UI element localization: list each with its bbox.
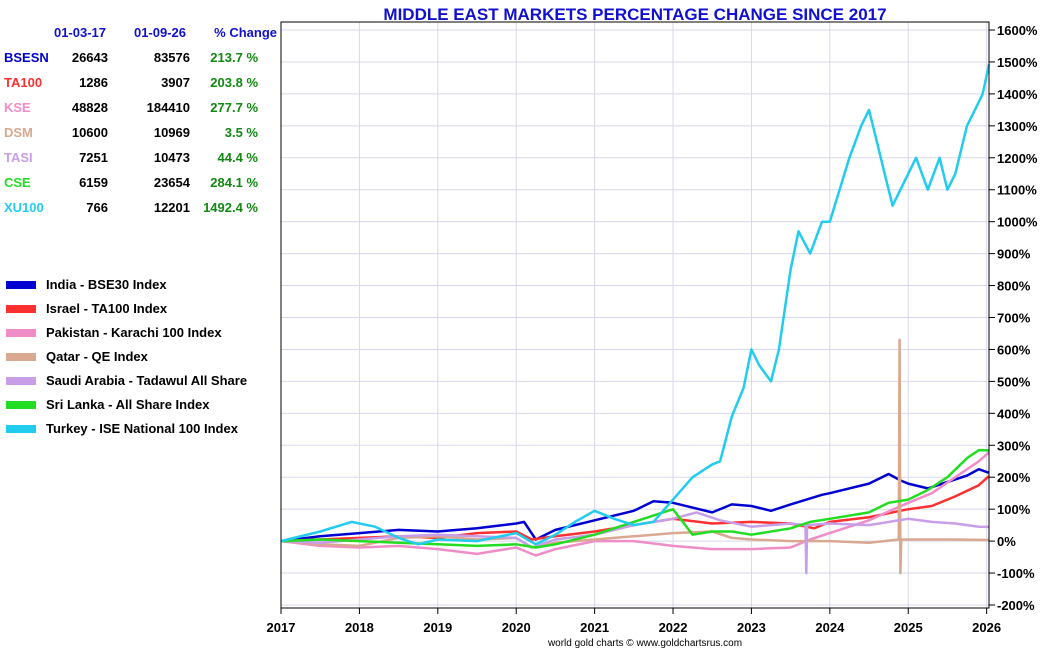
table-cell-code: CSE bbox=[4, 175, 31, 190]
table-cell-code: DSM bbox=[4, 125, 33, 140]
series-group bbox=[280, 64, 991, 575]
series-line-2 bbox=[280, 451, 990, 557]
table-cell-end: 23654 bbox=[154, 175, 191, 190]
y-tick-label: 0% bbox=[997, 534, 1016, 549]
x-tick-label: 2023 bbox=[737, 620, 766, 635]
y-tick-label: 600% bbox=[997, 342, 1031, 357]
table-cell-change: 44.4 % bbox=[218, 150, 259, 165]
x-tick-label: 2022 bbox=[659, 620, 688, 635]
y-axis: 1600% 1500% 1400% 1300% 1200% 1100% 1000% 900% 8… bbox=[989, 23, 1038, 613]
series-line-0 bbox=[280, 467, 990, 543]
legend: India - BSE30 Index Israel - TA100 Index P… bbox=[6, 277, 247, 436]
x-tick-label: 2020 bbox=[502, 620, 531, 635]
legend-swatch bbox=[6, 425, 36, 433]
table-cell-code: XU100 bbox=[4, 200, 44, 215]
y-tick-label: 900% bbox=[997, 247, 1031, 262]
table-cell-code: BSESN bbox=[4, 50, 49, 65]
plot-border bbox=[280, 21, 990, 609]
legend-label: Saudi Arabia - Tadawul All Share bbox=[46, 373, 247, 388]
y-tick-label: 1500% bbox=[997, 55, 1038, 70]
y-tick-label: 1000% bbox=[997, 215, 1038, 230]
table-cell-end: 3907 bbox=[161, 75, 190, 90]
y-tick-label: 200% bbox=[997, 470, 1031, 485]
y-tick-label: 1100% bbox=[997, 183, 1037, 198]
legend-swatch bbox=[6, 281, 36, 289]
y-tick-label: 1600% bbox=[997, 23, 1038, 38]
series-line-6 bbox=[280, 64, 991, 546]
chart-title: MIDDLE EAST MARKETS PERCENTAGE CHANGE SI… bbox=[383, 5, 886, 24]
legend-swatch bbox=[6, 353, 36, 361]
table-cell-start: 7251 bbox=[79, 150, 108, 165]
y-tick-label: -200% bbox=[997, 598, 1035, 613]
x-tick-label: 2024 bbox=[815, 620, 845, 635]
table-cell-end: 83576 bbox=[154, 50, 190, 65]
legend-label: Turkey - ISE National 100 Index bbox=[46, 421, 239, 436]
table-header: 01-03-17 bbox=[54, 25, 106, 40]
table-cell-change: 277.7 % bbox=[210, 100, 258, 115]
series-line-5 bbox=[280, 448, 990, 549]
y-tick-label: -100% bbox=[997, 566, 1035, 581]
legend-swatch bbox=[6, 377, 36, 385]
table-cell-end: 12201 bbox=[154, 200, 190, 215]
grid bbox=[280, 22, 989, 608]
table-cell-start: 26643 bbox=[72, 50, 108, 65]
table-cell-code: TA100 bbox=[4, 75, 42, 90]
y-tick-label: 1300% bbox=[997, 119, 1038, 134]
y-tick-label: 400% bbox=[997, 406, 1031, 421]
legend-swatch bbox=[6, 329, 36, 337]
x-tick-label: 2021 bbox=[580, 620, 609, 635]
table-cell-change: 213.7 % bbox=[210, 50, 258, 65]
table-header: % Change bbox=[214, 25, 277, 40]
y-tick-label: 700% bbox=[997, 311, 1031, 326]
x-tick-label: 2026 bbox=[972, 620, 1001, 635]
y-tick-label: 300% bbox=[997, 438, 1031, 453]
table-cell-code: KSE bbox=[4, 100, 31, 115]
table-cell-start: 10600 bbox=[72, 125, 108, 140]
series-line-4 bbox=[280, 511, 990, 575]
legend-label: Pakistan - Karachi 100 Index bbox=[46, 325, 222, 340]
table-cell-change: 1492.4 % bbox=[203, 200, 258, 215]
table-cell-code: TASI bbox=[4, 150, 33, 165]
table-cell-end: 10473 bbox=[154, 150, 190, 165]
legend-label: Israel - TA100 Index bbox=[46, 301, 168, 316]
legend-swatch bbox=[6, 401, 36, 409]
legend-label: Qatar - QE Index bbox=[46, 349, 149, 364]
table-cell-change: 3.5 % bbox=[225, 125, 259, 140]
table-header: 01-09-26 bbox=[134, 25, 186, 40]
table-cell-end: 184410 bbox=[147, 100, 190, 115]
legend-label: India - BSE30 Index bbox=[46, 277, 167, 292]
y-tick-label: 1400% bbox=[997, 87, 1038, 102]
y-tick-label: 1200% bbox=[997, 151, 1038, 166]
summary-table: 01-03-17 01-09-26 % Change BSESN 26643 83576 2… bbox=[4, 25, 277, 215]
table-cell-change: 203.8 % bbox=[210, 75, 258, 90]
table-cell-start: 766 bbox=[86, 200, 108, 215]
legend-swatch bbox=[6, 305, 36, 313]
y-tick-label: 100% bbox=[997, 502, 1031, 517]
table-cell-start: 1286 bbox=[79, 75, 108, 90]
x-tick-label: 2025 bbox=[894, 620, 923, 635]
legend-label: Sri Lanka - All Share Index bbox=[46, 397, 210, 412]
footer: world gold charts © www.goldchartsrus.co… bbox=[547, 638, 742, 649]
x-axis: 2017 2018 2019 2020 2021 2022 2023 2024 2025 2026 bbox=[267, 608, 1001, 635]
x-tick-label: 2019 bbox=[423, 620, 452, 635]
x-tick-label: 2018 bbox=[345, 620, 374, 635]
table-cell-start: 6159 bbox=[79, 175, 108, 190]
table-cell-end: 10969 bbox=[154, 125, 190, 140]
y-tick-label: 500% bbox=[997, 374, 1031, 389]
table-cell-start: 48828 bbox=[72, 100, 108, 115]
y-tick-label: 800% bbox=[997, 279, 1031, 294]
x-tick-label: 2017 bbox=[267, 620, 296, 635]
table-cell-change: 284.1 % bbox=[210, 175, 258, 190]
